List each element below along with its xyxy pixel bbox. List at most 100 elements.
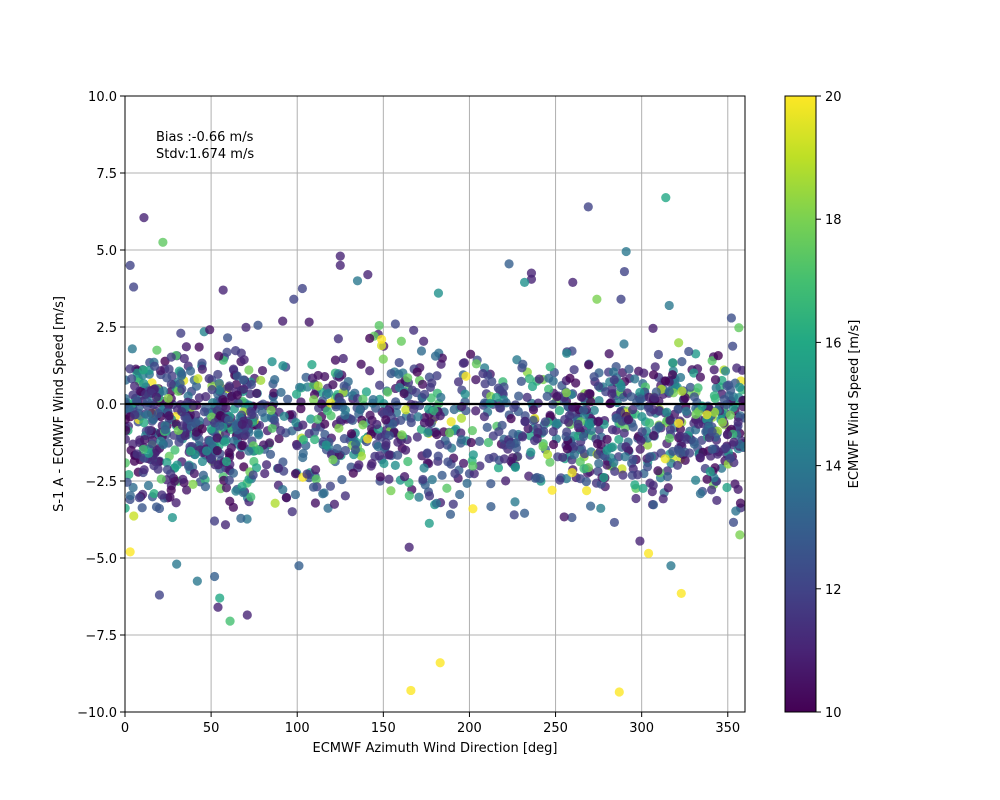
data-point xyxy=(524,374,534,384)
data-point xyxy=(248,470,258,480)
data-point xyxy=(220,437,230,447)
data-point xyxy=(419,336,429,346)
data-point xyxy=(474,436,485,446)
data-point xyxy=(584,389,594,399)
y-tick-label: −10.0 xyxy=(77,706,117,721)
data-point xyxy=(722,381,732,391)
data-point xyxy=(509,510,519,520)
data-point xyxy=(661,193,671,203)
data-point xyxy=(232,371,242,381)
x-tick-label: 100 xyxy=(285,721,310,736)
data-point xyxy=(139,418,149,428)
data-point xyxy=(621,442,631,452)
data-point xyxy=(552,391,562,402)
data-point xyxy=(726,313,736,323)
data-point xyxy=(246,492,256,502)
data-point xyxy=(693,419,704,429)
data-point xyxy=(290,489,301,500)
data-point xyxy=(419,418,429,428)
data-point xyxy=(323,388,334,398)
data-point xyxy=(725,410,735,420)
data-point xyxy=(252,388,262,398)
data-point xyxy=(575,457,585,467)
data-point xyxy=(631,493,641,504)
data-point xyxy=(526,447,536,457)
data-point xyxy=(568,277,578,287)
data-point xyxy=(238,487,248,498)
data-point xyxy=(160,425,170,435)
data-point xyxy=(722,430,733,440)
data-point xyxy=(493,383,503,393)
data-point xyxy=(209,571,220,582)
data-point xyxy=(667,370,678,380)
data-point xyxy=(735,382,745,392)
data-point xyxy=(636,436,646,446)
data-point xyxy=(356,359,366,369)
data-point xyxy=(691,409,701,420)
data-point xyxy=(396,415,406,426)
data-point xyxy=(401,445,411,455)
data-point xyxy=(530,473,541,483)
bias-annotation: Bias :-0.66 m/s xyxy=(156,130,254,145)
data-point xyxy=(329,499,340,509)
data-point xyxy=(453,377,464,387)
data-point xyxy=(156,474,166,484)
data-point xyxy=(567,512,577,523)
data-point xyxy=(139,465,149,475)
data-point xyxy=(273,463,284,473)
data-point xyxy=(169,476,180,486)
data-point xyxy=(221,483,232,493)
data-point xyxy=(672,460,683,470)
data-point xyxy=(555,475,565,485)
data-point xyxy=(589,405,599,415)
data-point xyxy=(578,405,589,415)
data-point xyxy=(484,453,494,464)
data-point xyxy=(547,485,557,495)
data-point xyxy=(637,412,647,422)
data-point xyxy=(278,316,288,326)
data-point xyxy=(602,445,612,455)
data-point xyxy=(569,450,580,460)
data-point xyxy=(224,382,234,393)
data-point xyxy=(240,430,251,440)
data-point xyxy=(573,419,583,429)
data-point xyxy=(496,403,506,413)
data-point xyxy=(677,357,687,367)
data-point xyxy=(548,439,559,450)
data-point xyxy=(304,428,314,439)
data-point xyxy=(462,478,472,488)
x-tick-label: 300 xyxy=(629,721,654,736)
data-point xyxy=(685,382,695,392)
data-point xyxy=(198,470,208,480)
data-point xyxy=(242,610,252,620)
data-point xyxy=(582,486,592,496)
data-point xyxy=(702,410,712,420)
data-point xyxy=(710,375,721,385)
data-point xyxy=(707,444,717,454)
data-point xyxy=(170,445,180,455)
data-point xyxy=(261,460,272,470)
y-axis-ticks: −10.0 −7.5 −5.0 −2.5 0.0 2.5 5.0 7.5 10.0 xyxy=(77,90,125,721)
data-point xyxy=(346,429,357,439)
colorbar-tick-label: 18 xyxy=(825,213,842,228)
data-point xyxy=(675,431,685,441)
data-point xyxy=(446,417,456,427)
data-point xyxy=(365,333,375,343)
data-point xyxy=(466,437,476,448)
data-point xyxy=(468,461,478,471)
data-point xyxy=(283,394,293,404)
data-point xyxy=(384,474,394,484)
data-point xyxy=(278,485,288,495)
colorbar-tick-label: 10 xyxy=(825,706,842,721)
data-point xyxy=(320,419,330,429)
data-point xyxy=(493,463,504,473)
data-point xyxy=(239,462,249,472)
data-point xyxy=(270,498,280,508)
data-point xyxy=(456,413,467,423)
data-point xyxy=(256,375,266,386)
data-point xyxy=(335,251,345,261)
data-point xyxy=(719,394,729,405)
data-point xyxy=(185,366,196,376)
data-point xyxy=(594,395,604,406)
data-point xyxy=(460,389,470,399)
